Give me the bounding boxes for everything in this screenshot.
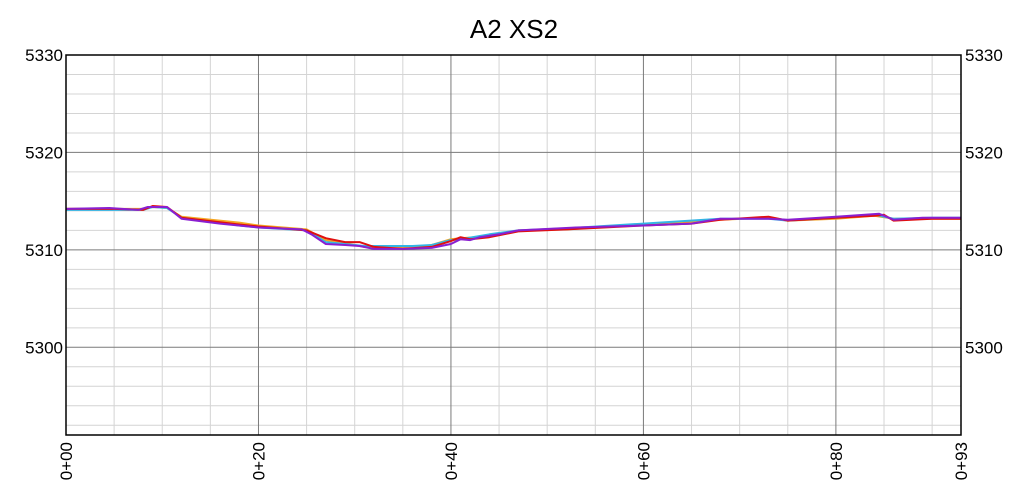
grid — [66, 55, 961, 435]
axis-labels: 5300 5300 5310 5310 5320 5320 5330 5330 0+00 0+20… — [25, 46, 1003, 480]
y-tick-label-right: 5320 — [965, 143, 1003, 162]
series-line-3 — [66, 205, 961, 250]
y-tick-label-left: 5310 — [25, 241, 63, 260]
x-tick-label: 0+00 — [57, 442, 76, 480]
series-lines — [65, 205, 961, 250]
y-tick-label-left: 5320 — [25, 143, 63, 162]
y-tick-label-left: 5330 — [25, 46, 63, 65]
plot-frame — [65, 54, 962, 436]
series-line-4 — [65, 206, 961, 250]
x-tick-label: 0+20 — [249, 442, 268, 480]
series-line-1 — [66, 206, 961, 249]
x-tick-label: 0+93 — [952, 442, 971, 480]
chart-title: A2 XS2 — [470, 14, 558, 44]
x-tick-label: 0+80 — [827, 442, 846, 480]
y-tick-label-right: 5300 — [965, 338, 1003, 357]
y-tick-label-left: 5300 — [25, 338, 63, 357]
x-tick-label: 0+60 — [634, 442, 653, 480]
series-line-2 — [66, 206, 961, 247]
x-tick-label: 0+40 — [442, 442, 461, 480]
y-tick-label-right: 5310 — [965, 241, 1003, 260]
y-tick-label-right: 5330 — [965, 46, 1003, 65]
